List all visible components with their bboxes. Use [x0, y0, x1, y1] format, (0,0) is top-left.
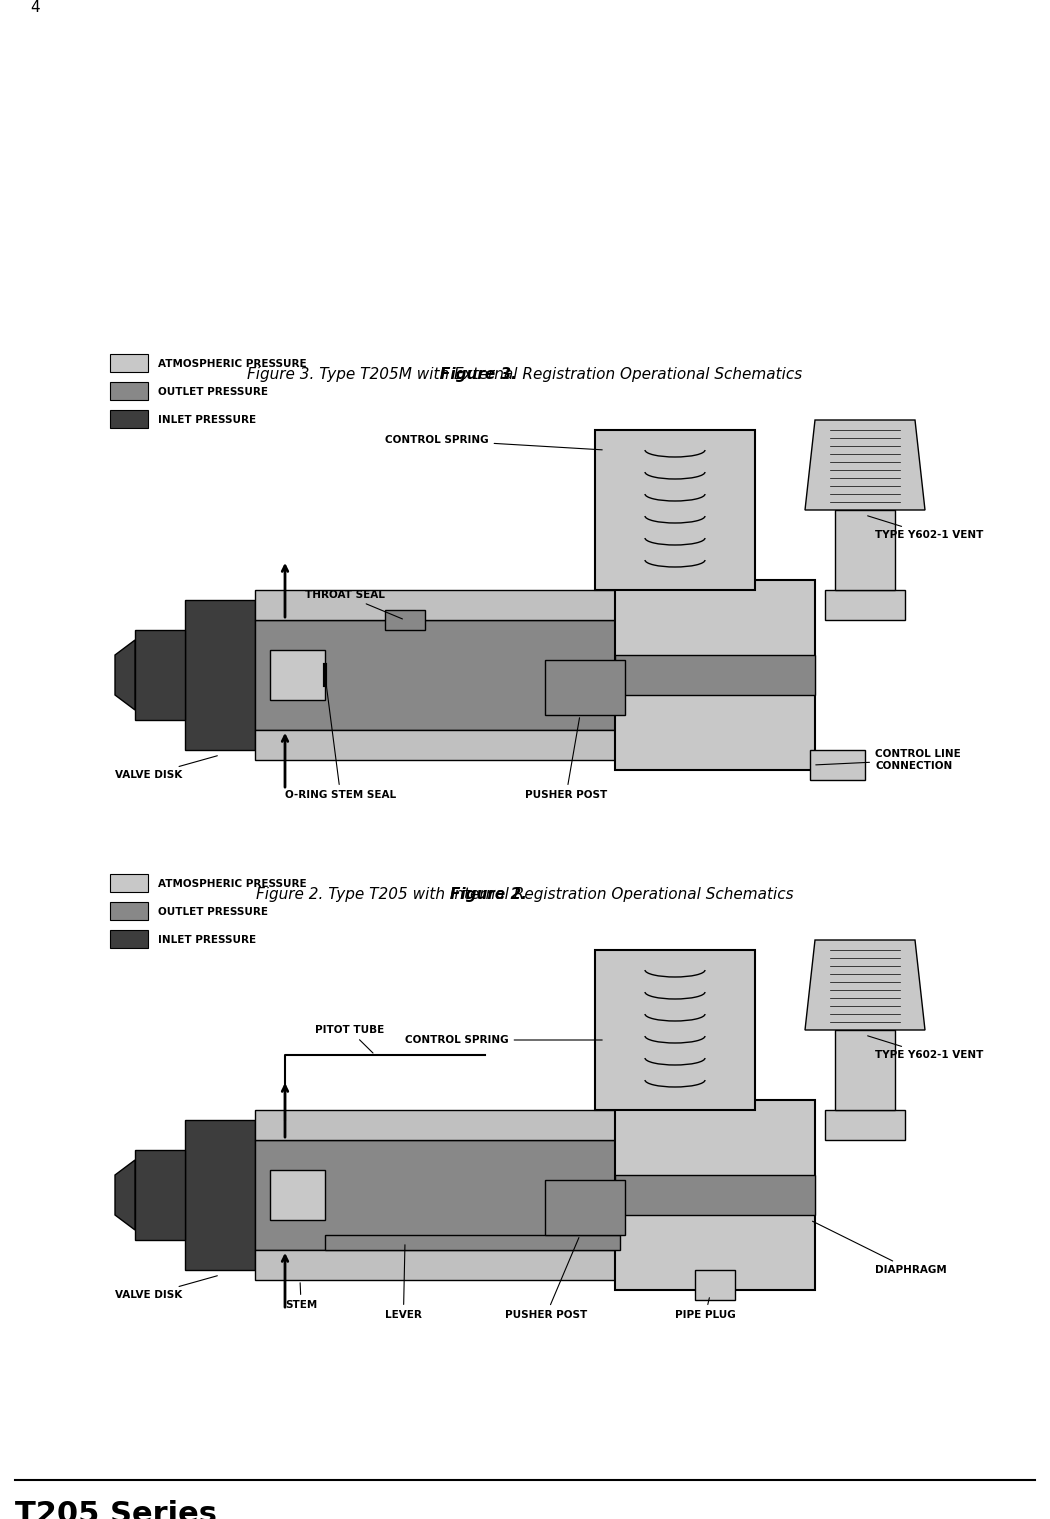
Polygon shape — [615, 580, 815, 770]
Polygon shape — [255, 589, 615, 620]
Text: TYPE Y602-1 VENT: TYPE Y602-1 VENT — [867, 516, 984, 539]
Text: VALVE DISK: VALVE DISK — [116, 756, 217, 779]
Polygon shape — [545, 659, 625, 715]
Text: ATMOSPHERIC PRESSURE: ATMOSPHERIC PRESSURE — [158, 880, 307, 889]
Polygon shape — [615, 1100, 815, 1290]
Polygon shape — [255, 1139, 615, 1250]
Polygon shape — [825, 589, 905, 620]
Bar — [110, 381, 148, 399]
Text: Figure 2.: Figure 2. — [450, 887, 527, 902]
Polygon shape — [810, 750, 865, 779]
Text: Figure 2. Type T205 with Internal Registration Operational Schematics: Figure 2. Type T205 with Internal Regist… — [256, 887, 794, 902]
Polygon shape — [255, 620, 615, 731]
Polygon shape — [116, 639, 135, 709]
Polygon shape — [835, 1030, 895, 1110]
Text: THROAT SEAL: THROAT SEAL — [304, 589, 402, 618]
Text: OUTLET PRESSURE: OUTLET PRESSURE — [158, 907, 268, 917]
Bar — [110, 410, 148, 428]
Text: CONTROL SPRING: CONTROL SPRING — [405, 1034, 603, 1045]
Text: O-RING STEM SEAL: O-RING STEM SEAL — [285, 677, 396, 801]
Polygon shape — [805, 419, 925, 510]
Text: INLET PRESSURE: INLET PRESSURE — [158, 415, 256, 425]
Polygon shape — [270, 650, 326, 700]
Bar — [110, 873, 148, 892]
Polygon shape — [135, 1150, 185, 1240]
Text: PITOT TUBE: PITOT TUBE — [315, 1025, 384, 1053]
Polygon shape — [270, 1170, 326, 1220]
Text: CONTROL SPRING: CONTROL SPRING — [385, 434, 603, 450]
Polygon shape — [255, 1110, 615, 1139]
Polygon shape — [185, 600, 255, 750]
Text: CONTROL LINE
CONNECTION: CONTROL LINE CONNECTION — [816, 749, 961, 770]
Text: Figure 3.: Figure 3. — [440, 368, 517, 383]
Text: TYPE Y602-1 VENT: TYPE Y602-1 VENT — [867, 1036, 984, 1060]
Polygon shape — [835, 510, 895, 589]
Text: STEM: STEM — [285, 1282, 317, 1309]
Text: PUSHER POST: PUSHER POST — [525, 718, 607, 801]
Bar — [110, 902, 148, 921]
Polygon shape — [545, 1180, 625, 1235]
Polygon shape — [116, 1161, 135, 1230]
Polygon shape — [326, 1235, 620, 1250]
Polygon shape — [615, 1176, 815, 1215]
Text: OUTLET PRESSURE: OUTLET PRESSURE — [158, 387, 268, 396]
Bar — [110, 354, 148, 372]
Polygon shape — [135, 630, 185, 720]
Polygon shape — [595, 949, 755, 1110]
Text: LEVER: LEVER — [385, 1244, 422, 1320]
Polygon shape — [255, 1250, 615, 1281]
Polygon shape — [595, 430, 755, 589]
Polygon shape — [185, 1120, 255, 1270]
Polygon shape — [255, 731, 615, 760]
Polygon shape — [805, 940, 925, 1030]
Bar — [110, 930, 148, 948]
Polygon shape — [385, 611, 425, 630]
Text: INLET PRESSURE: INLET PRESSURE — [158, 936, 256, 945]
Polygon shape — [825, 1110, 905, 1139]
Polygon shape — [695, 1270, 735, 1300]
Text: Figure 3. Type T205M with External Registration Operational Schematics: Figure 3. Type T205M with External Regis… — [248, 368, 802, 383]
Text: 4: 4 — [30, 0, 40, 15]
Text: ATMOSPHERIC PRESSURE: ATMOSPHERIC PRESSURE — [158, 358, 307, 369]
Text: VALVE DISK: VALVE DISK — [116, 1276, 217, 1300]
Text: T205 Series: T205 Series — [15, 1499, 217, 1519]
Text: DIAPHRAGM: DIAPHRAGM — [813, 1221, 947, 1274]
Text: PUSHER POST: PUSHER POST — [505, 1238, 587, 1320]
Polygon shape — [615, 655, 815, 696]
Text: PIPE PLUG: PIPE PLUG — [675, 1297, 736, 1320]
